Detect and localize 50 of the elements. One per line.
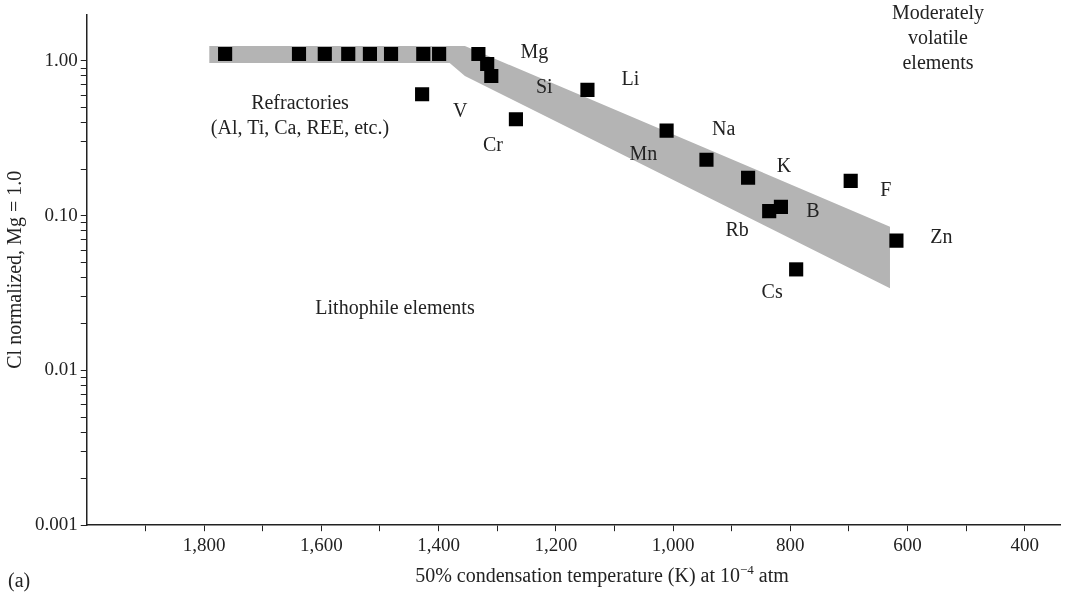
point (741, 170, 756, 185)
point (341, 46, 356, 62)
annotation: Rb (725, 218, 749, 241)
annotation: Cs (761, 279, 783, 302)
annotation: Na (711, 116, 736, 139)
annotation: Mn (629, 142, 658, 164)
point (484, 68, 499, 84)
annotation: Cr (482, 132, 504, 155)
point (508, 112, 523, 127)
x-tick-label: 1,800 (182, 533, 226, 555)
point (317, 46, 332, 62)
point (762, 204, 777, 219)
x-tick-label: 1,200 (534, 533, 578, 555)
point (218, 46, 233, 62)
point (432, 46, 447, 62)
point (789, 262, 804, 277)
y-tick-label: 1.00 (44, 48, 78, 70)
x-tick-label: 400 (1010, 533, 1040, 555)
annotation: K (776, 153, 792, 176)
point (580, 82, 595, 97)
point (416, 46, 431, 62)
annotation: Lithophile elements (315, 295, 475, 320)
x-tick-label: 1,400 (417, 533, 460, 555)
annotation: Si (535, 75, 554, 98)
point (362, 46, 377, 62)
y-tick-label: 0.10 (44, 203, 78, 225)
annotation: Li (621, 67, 640, 90)
y-tick-label: 0.01 (44, 358, 78, 380)
x-axis-title: 50% condensation temperature (K) at 10$^{−4}$ atm (414, 562, 790, 587)
x-tick-label: 1,000 (651, 533, 695, 555)
point (291, 46, 307, 62)
point (383, 46, 399, 62)
y-tick-label: 0.001 (35, 513, 78, 535)
point (843, 173, 858, 188)
point (889, 233, 904, 248)
annotation: F (880, 178, 892, 201)
x-tick-label: 800 (776, 533, 805, 555)
x-tick-label: 1,600 (299, 533, 343, 555)
annotation: V (452, 99, 468, 122)
y-axis-title: Cl normalized, Mg = 1.0 (3, 170, 27, 369)
point (659, 123, 674, 138)
x-tick-label: 600 (893, 533, 922, 555)
point (699, 152, 714, 167)
annotation: Mg (520, 40, 549, 64)
annotation: Moderately volatile elements (891, 0, 985, 75)
annotation: Refractories (Al, Ti, Ca, REE, etc.) (210, 90, 390, 140)
point (415, 87, 430, 102)
annotation: B (806, 199, 820, 222)
text: (a) (8, 568, 31, 593)
annotation: Zn (930, 224, 953, 247)
